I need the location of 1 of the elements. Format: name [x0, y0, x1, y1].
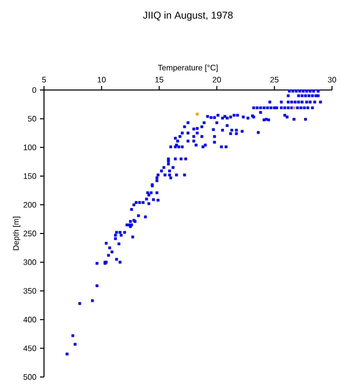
chart-title: JIIQ in August, 1978: [143, 11, 233, 21]
